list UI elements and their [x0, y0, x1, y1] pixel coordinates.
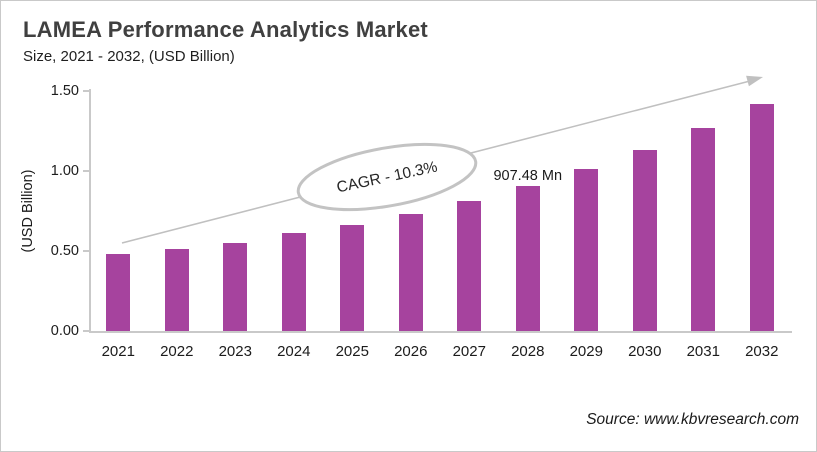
bar-2023 — [223, 243, 248, 331]
x-tick-2022: 2022 — [160, 343, 194, 360]
x-axis-line — [89, 331, 792, 333]
bar-2030 — [632, 150, 657, 331]
x-tick-2025: 2025 — [335, 343, 369, 360]
y-axis-line — [89, 89, 91, 332]
x-tick-2026: 2026 — [394, 343, 428, 360]
x-tick-2023: 2023 — [218, 343, 252, 360]
bar-2025 — [340, 225, 365, 331]
y-tick-label-1.00: 1.00 — [50, 163, 79, 179]
bar-2026 — [398, 214, 423, 331]
bar-2022 — [164, 249, 189, 331]
data-label-2028: 907.48 Mn — [493, 167, 563, 184]
bar-2032 — [749, 103, 774, 331]
y-tick-label-1.50: 1.50 — [50, 83, 79, 99]
x-tick-2032: 2032 — [745, 343, 779, 360]
bar-2021 — [106, 254, 131, 331]
x-tick-2029: 2029 — [569, 343, 603, 360]
trend-arrow-head — [746, 75, 763, 87]
bar-2024 — [281, 233, 306, 331]
chart-title: LAMEA Performance Analytics Market — [23, 17, 428, 42]
y-tick-label-0.50: 0.50 — [50, 243, 79, 259]
x-tick-2030: 2030 — [628, 343, 662, 360]
x-tick-2021: 2021 — [101, 343, 135, 360]
y-tick-mark — [83, 330, 89, 332]
source-text: Source: www.kbvresearch.com — [586, 411, 799, 428]
bar-2029 — [574, 169, 599, 331]
y-tick-mark — [83, 90, 89, 92]
bar-2027 — [457, 201, 482, 331]
y-tick-label-0.00: 0.00 — [50, 323, 79, 339]
x-tick-2027: 2027 — [452, 343, 486, 360]
y-tick-mark — [83, 250, 89, 252]
bar-2028 — [515, 185, 540, 331]
x-tick-2024: 2024 — [277, 343, 311, 360]
y-axis-title: (USD Billion) — [20, 169, 36, 253]
y-tick-mark — [83, 170, 89, 172]
x-tick-2028: 2028 — [511, 343, 545, 360]
x-tick-2031: 2031 — [686, 343, 720, 360]
plot-area: 2021 2022 2023 2024 2025 2026 2027 2028 2029 2030… — [51, 83, 791, 360]
chart-subtitle: Size, 2021 - 2032, (USD Billion) — [23, 48, 235, 65]
bar-2031 — [691, 127, 716, 331]
